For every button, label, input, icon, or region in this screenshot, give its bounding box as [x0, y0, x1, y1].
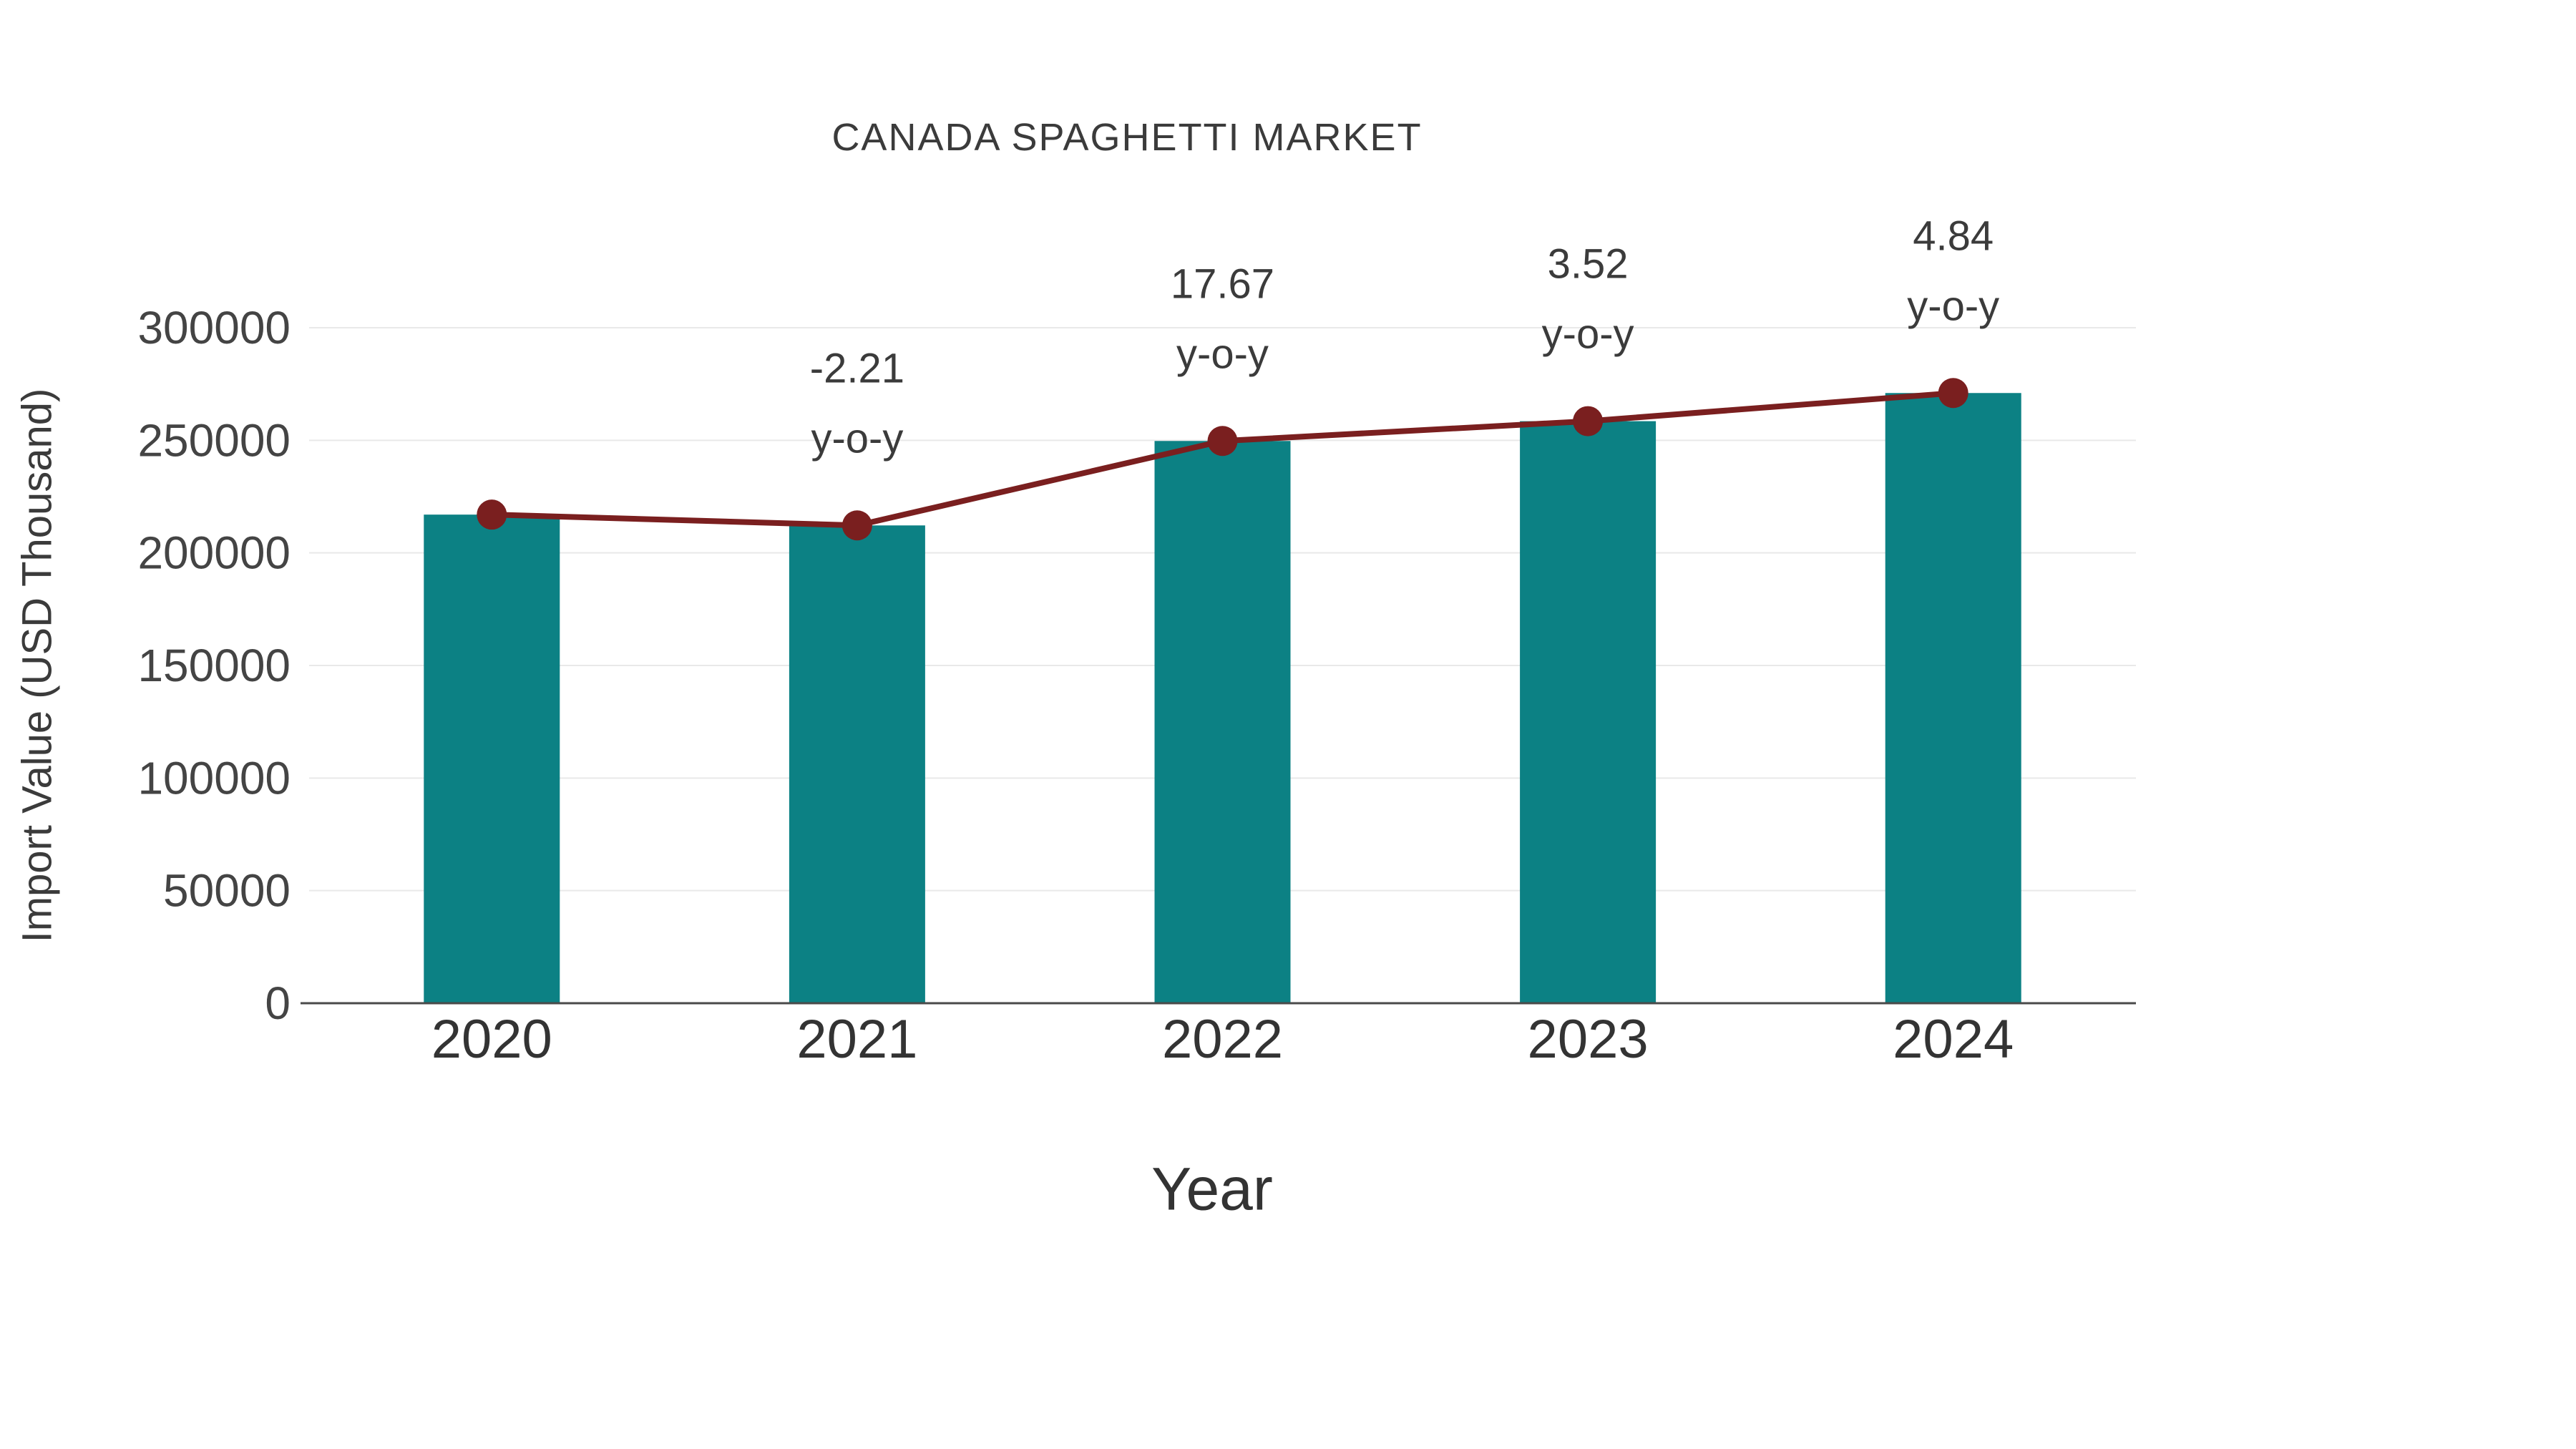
annotation-suffix-2022: y-o-y [1176, 331, 1269, 377]
bar-2021 [789, 525, 925, 1003]
chart-title: CANADA SPAGHETTI MARKET [831, 116, 1423, 159]
x-tick-label-2022: 2022 [1162, 1009, 1283, 1070]
y-tick-label: 150000 [137, 640, 291, 691]
trend-point-2023 [1573, 406, 1604, 436]
bar-2023 [1520, 421, 1657, 1003]
x-tick-label-2020: 2020 [431, 1009, 552, 1070]
annotation-value-2022: 17.67 [1171, 260, 1274, 307]
bar-2024 [1885, 393, 2021, 1003]
annotation-suffix-2021: y-o-y [811, 415, 903, 462]
y-tick-label: 250000 [137, 414, 291, 466]
bar-2022 [1154, 441, 1291, 1003]
y-tick-label: 50000 [163, 865, 291, 917]
annotation-value-2023: 3.52 [1548, 241, 1629, 288]
trend-point-2024 [1938, 378, 1968, 409]
trend-point-2021 [841, 510, 872, 541]
y-tick-label: 0 [265, 977, 291, 1029]
x-tick-label-2024: 2024 [1893, 1009, 2014, 1070]
annotation-value-2021: -2.21 [810, 345, 904, 391]
x-axis-title: Year [1151, 1155, 1273, 1223]
trend-point-2020 [477, 499, 507, 530]
y-tick-label: 200000 [137, 527, 291, 579]
trend-point-2022 [1207, 426, 1238, 457]
x-tick-label-2023: 2023 [1528, 1009, 1649, 1070]
annotation-suffix-2024: y-o-y [1907, 283, 1999, 329]
x-tick-label-2021: 2021 [796, 1009, 917, 1070]
y-tick-label: 100000 [137, 752, 291, 804]
annotation-suffix-2023: y-o-y [1542, 311, 1634, 358]
annotation-value-2024: 4.84 [1913, 213, 1994, 259]
bar-2020 [424, 514, 560, 1003]
y-tick-label: 300000 [137, 302, 291, 353]
